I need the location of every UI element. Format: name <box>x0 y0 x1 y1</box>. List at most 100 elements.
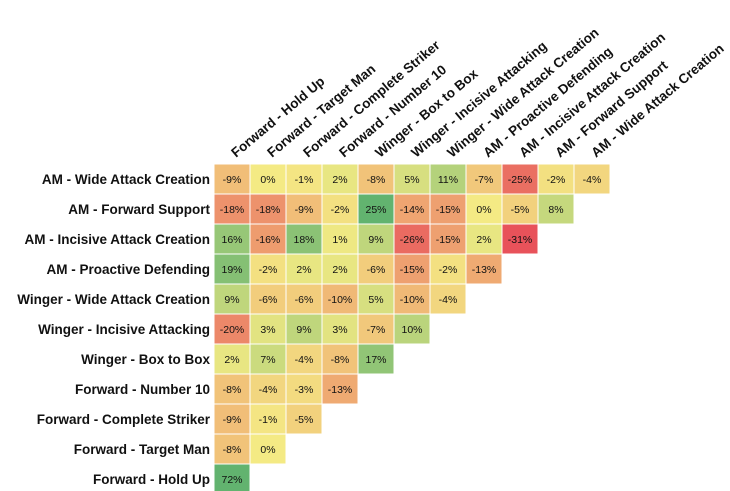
cell-value-label: 8% <box>548 204 563 216</box>
cell-value-label: -7% <box>475 174 494 186</box>
cell-value-label: -9% <box>295 204 314 216</box>
cell-value-label: -8% <box>367 174 386 186</box>
cell-value-label: 18% <box>293 234 314 246</box>
heatmap-cell <box>213 463 251 491</box>
cell-value-label: -2% <box>259 264 278 276</box>
cell-value-label: -25% <box>508 174 533 186</box>
cell-value-label: 5% <box>404 174 419 186</box>
heatmap-cell <box>249 193 287 225</box>
cell-value-label: -4% <box>583 174 602 186</box>
cell-value-label: 17% <box>365 354 386 366</box>
heatmap-cell <box>213 433 251 465</box>
heatmap-cell <box>213 403 251 435</box>
cell-value-label: -3% <box>295 384 314 396</box>
cell-value-label: 72% <box>221 474 242 486</box>
cell-value-label: 9% <box>224 294 239 306</box>
heatmap-cell <box>429 283 467 315</box>
heatmap-cell <box>537 193 575 225</box>
cell-value-label: 3% <box>260 324 275 336</box>
row-label: Forward - Number 10 <box>75 382 210 397</box>
cell-value-label: 19% <box>221 264 242 276</box>
heatmap-cell <box>321 373 359 405</box>
cell-value-label: -15% <box>400 264 425 276</box>
heatmap-cell <box>321 313 359 345</box>
cell-value-label: -26% <box>400 234 425 246</box>
heatmap-cell <box>285 343 323 375</box>
cell-value-label: -6% <box>259 294 278 306</box>
cell-value-label: -7% <box>367 324 386 336</box>
cell-value-label: 2% <box>224 354 239 366</box>
cell-value-label: 0% <box>260 174 275 186</box>
cell-value-label: -13% <box>328 384 353 396</box>
cell-value-label: -1% <box>295 174 314 186</box>
row-label: AM - Wide Attack Creation <box>42 172 210 187</box>
cell-value-label: -16% <box>256 234 281 246</box>
cell-value-label: -2% <box>331 204 350 216</box>
heatmap-cell <box>321 343 359 375</box>
heatmap-cell <box>213 253 251 285</box>
row-label: AM - Proactive Defending <box>46 262 210 277</box>
cell-value-label: -2% <box>439 264 458 276</box>
row-label: AM - Incisive Attack Creation <box>24 232 210 247</box>
cell-value-label: -4% <box>259 384 278 396</box>
heatmap-cell <box>285 223 323 255</box>
heatmap-cell <box>429 223 467 255</box>
cell-value-label: -8% <box>223 444 242 456</box>
row-label: Winger - Box to Box <box>81 352 210 367</box>
heatmap-cell <box>213 313 251 345</box>
heatmap-cell <box>249 433 287 465</box>
cell-value-label: -2% <box>547 174 566 186</box>
cell-value-label: -1% <box>259 414 278 426</box>
cell-value-label: 1% <box>332 234 347 246</box>
cell-value-label: -8% <box>331 354 350 366</box>
cell-value-label: -14% <box>400 204 425 216</box>
heatmap-cell <box>357 163 395 195</box>
cell-value-label: -10% <box>328 294 353 306</box>
cell-value-label: -18% <box>256 204 281 216</box>
heatmap-cell <box>537 163 575 195</box>
heatmap-cell <box>213 223 251 255</box>
cell-value-label: 3% <box>332 324 347 336</box>
row-label: Winger - Wide Attack Creation <box>17 292 210 307</box>
cell-value-label: -8% <box>223 384 242 396</box>
cell-value-label: -10% <box>400 294 425 306</box>
heatmap-cell <box>501 223 539 255</box>
heatmap-cell <box>357 283 395 315</box>
row-label: Forward - Hold Up <box>93 472 210 487</box>
heatmap-cell <box>429 253 467 285</box>
heatmap-cell <box>285 283 323 315</box>
heatmap-cell <box>393 253 431 285</box>
cell-value-label: 7% <box>260 354 275 366</box>
cell-value-label: 0% <box>476 204 491 216</box>
heatmap-cell <box>249 343 287 375</box>
heatmap-cell <box>213 343 251 375</box>
heatmap-cell <box>285 403 323 435</box>
row-label: Forward - Complete Striker <box>37 412 211 427</box>
cell-value-label: -9% <box>223 414 242 426</box>
cell-value-label: -15% <box>436 204 461 216</box>
cell-value-label: 25% <box>365 204 386 216</box>
cell-value-label: -9% <box>223 174 242 186</box>
cell-value-label: -6% <box>367 264 386 276</box>
cell-value-label: -18% <box>220 204 245 216</box>
cell-value-label: 2% <box>476 234 491 246</box>
cell-value-label: 9% <box>368 234 383 246</box>
cell-value-label: -15% <box>436 234 461 246</box>
cell-value-label: 11% <box>438 174 458 186</box>
cell-value-label: 2% <box>332 174 347 186</box>
cell-value-label: -31% <box>508 234 533 246</box>
heatmap-cell <box>573 163 611 195</box>
cell-value-label: 2% <box>296 264 311 276</box>
cell-value-label: -5% <box>295 414 314 426</box>
heatmap-cell <box>213 283 251 315</box>
heatmap-cell <box>465 163 503 195</box>
cell-value-label: -6% <box>295 294 314 306</box>
row-label: Winger - Incisive Attacking <box>38 322 210 337</box>
cell-value-label: -4% <box>295 354 314 366</box>
heatmap-cell <box>393 223 431 255</box>
cell-value-label: 5% <box>368 294 383 306</box>
heatmap-cell <box>357 313 395 345</box>
cell-value-label: -5% <box>511 204 530 216</box>
cell-value-label: 9% <box>296 324 311 336</box>
